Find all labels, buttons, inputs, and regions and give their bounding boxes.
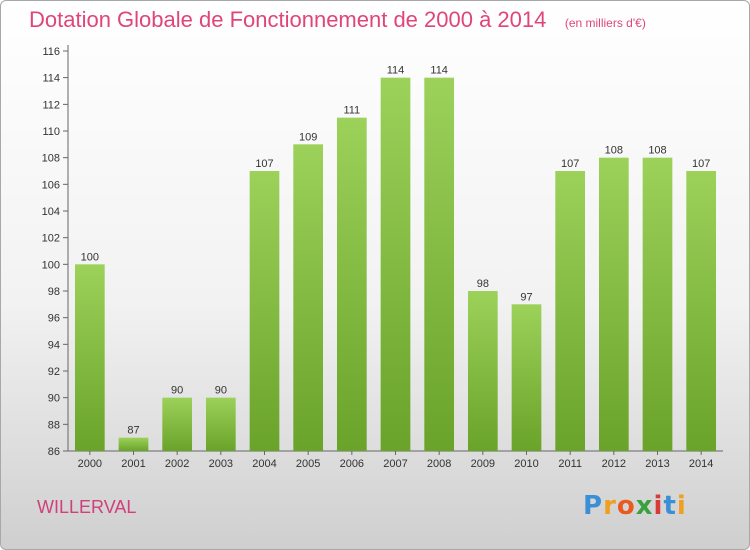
commune-name: WILLERVAL [37, 497, 137, 517]
y-tick-label: 100 [42, 259, 60, 271]
title-row: Dotation Globale de Fonctionnement de 20… [29, 7, 646, 33]
bar-2000 [74, 264, 105, 451]
bar-value-label: 107 [561, 158, 579, 170]
x-tick-label: 2013 [645, 458, 669, 470]
bar-value-label: 114 [387, 65, 405, 77]
x-tick-label: 2008 [427, 458, 451, 470]
y-tick-label: 88 [48, 419, 60, 431]
bar-value-label: 90 [215, 385, 227, 397]
bar-2014 [686, 171, 717, 451]
bar-value-label: 108 [648, 145, 666, 157]
y-tick-label: 114 [42, 73, 60, 85]
x-tick-label: 2009 [471, 458, 495, 470]
proxiti-logo[interactable]: Proxiti [583, 491, 687, 521]
x-tick-label: 2003 [209, 458, 233, 470]
x-tick-label: 2014 [689, 458, 713, 470]
bar-value-label: 87 [127, 425, 139, 437]
y-tick-label: 104 [42, 206, 60, 218]
bar-2010 [511, 304, 542, 451]
bar-2005 [293, 144, 324, 452]
x-tick-label: 2004 [252, 458, 276, 470]
bar-value-label: 100 [81, 251, 99, 263]
y-tick-label: 110 [42, 126, 60, 138]
bar-2009 [467, 291, 498, 451]
y-tick-label: 106 [42, 179, 60, 191]
y-tick-label: 94 [48, 339, 60, 351]
y-tick-label: 112 [42, 99, 60, 111]
bar-2006 [336, 117, 367, 452]
bar-2008 [424, 77, 455, 452]
y-tick-label: 86 [48, 446, 60, 458]
bar-value-label: 97 [520, 291, 532, 303]
y-tick-label: 102 [42, 233, 60, 245]
bar-2012 [598, 157, 629, 451]
bar-value-label: 111 [343, 105, 360, 117]
chart-title: Dotation Globale de Fonctionnement de 20… [29, 7, 547, 32]
logo-letter: o [616, 491, 636, 521]
x-tick-label: 2001 [121, 458, 145, 470]
chart-unit: (en milliers d'€) [564, 16, 646, 30]
bar-2013 [642, 157, 673, 451]
y-tick-label: 108 [42, 153, 60, 165]
x-tick-label: 2006 [340, 458, 364, 470]
bar-2004 [249, 171, 280, 451]
y-tick-label: 116 [42, 46, 60, 58]
bar-value-label: 98 [477, 278, 489, 290]
x-tick-label: 2002 [165, 458, 189, 470]
x-tick-label: 2010 [514, 458, 538, 470]
y-tick-label: 92 [48, 366, 60, 378]
bar-value-label: 108 [605, 145, 623, 157]
x-tick-label: 2005 [296, 458, 320, 470]
bar-2002 [162, 397, 193, 451]
x-tick-label: 2000 [78, 458, 102, 470]
bar-value-label: 114 [430, 65, 448, 77]
x-tick-label: 2012 [602, 458, 626, 470]
bar-value-label: 107 [255, 158, 273, 170]
logo-letter: i [676, 491, 687, 521]
logo-letter: i [653, 491, 664, 521]
logo-letter: t [663, 491, 677, 521]
axes: 86 88 90 92 94 96 98 100 102 104 106 108 110 112 114 11… [42, 45, 723, 470]
logo-letter: r [603, 491, 617, 521]
y-tick-label: 98 [48, 286, 60, 298]
bars: 100 87 90 90 107 109 111 114 114 98 97 107 108 108 107 [74, 65, 717, 452]
y-tick-label: 90 [48, 393, 60, 405]
y-tick-label: 96 [48, 313, 60, 325]
bar-value-label: 90 [171, 385, 183, 397]
x-tick-label: 2011 [558, 458, 582, 470]
bar-2001 [118, 437, 149, 451]
bar-value-label: 109 [299, 131, 317, 143]
logo-letter: P [583, 491, 604, 521]
bar-2011 [555, 171, 586, 451]
bar-2003 [205, 397, 236, 451]
bar-2007 [380, 77, 411, 452]
logo-letter: x [635, 491, 654, 521]
x-tick-label: 2007 [383, 458, 407, 470]
bar-value-label: 107 [692, 158, 710, 170]
